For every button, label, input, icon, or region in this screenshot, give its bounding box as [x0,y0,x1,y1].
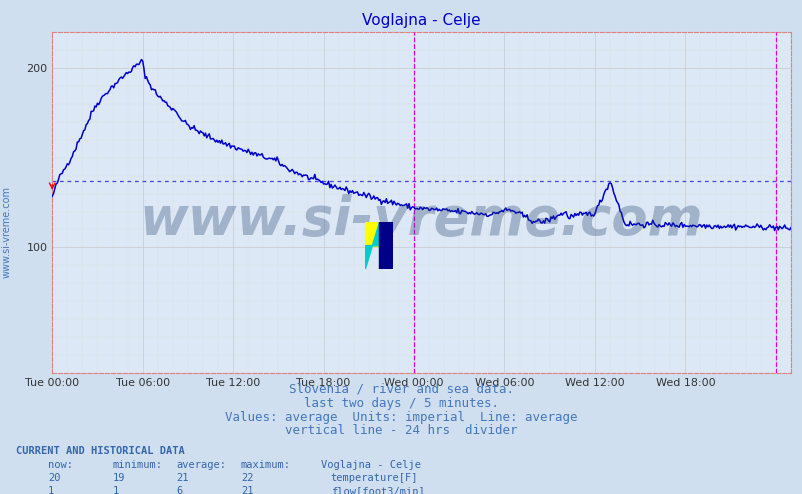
Text: 1: 1 [112,486,119,494]
Text: 1: 1 [48,486,55,494]
Text: Slovenia / river and sea data.: Slovenia / river and sea data. [289,383,513,396]
Text: maximum:: maximum: [241,460,290,470]
Text: flow[foot3/min]: flow[foot3/min] [330,486,424,494]
Text: vertical line - 24 hrs  divider: vertical line - 24 hrs divider [285,424,517,437]
Text: now:: now: [48,460,73,470]
Text: Values: average  Units: imperial  Line: average: Values: average Units: imperial Line: av… [225,411,577,423]
Text: last two days / 5 minutes.: last two days / 5 minutes. [304,397,498,410]
Polygon shape [365,222,379,246]
Title: Voglajna - Celje: Voglajna - Celje [362,13,480,28]
Text: 22: 22 [241,473,253,483]
Text: 20: 20 [48,473,61,483]
Text: temperature[F]: temperature[F] [330,473,418,483]
Text: CURRENT AND HISTORICAL DATA: CURRENT AND HISTORICAL DATA [16,446,184,455]
Text: www.si-vreme.com: www.si-vreme.com [140,194,703,246]
Polygon shape [365,222,379,269]
Text: Voglajna - Celje: Voglajna - Celje [321,460,421,470]
Text: 21: 21 [176,473,189,483]
Text: www.si-vreme.com: www.si-vreme.com [2,186,11,278]
Text: average:: average: [176,460,226,470]
Polygon shape [379,222,393,269]
Text: 6: 6 [176,486,183,494]
Text: minimum:: minimum: [112,460,162,470]
Text: 21: 21 [241,486,253,494]
Text: 19: 19 [112,473,125,483]
